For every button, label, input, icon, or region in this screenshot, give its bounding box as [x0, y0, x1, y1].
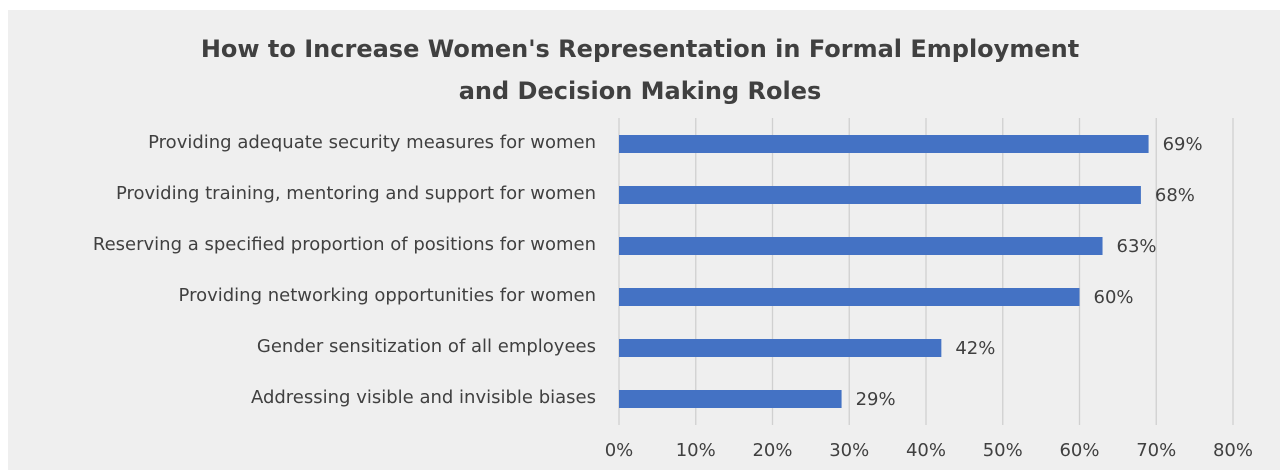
y-tick-label: Providing adequate security measures for…: [148, 132, 596, 153]
x-tick-label: 40%: [906, 440, 946, 461]
y-tick-label: Reserving a specified proportion of posi…: [93, 234, 596, 255]
x-tick-label: 30%: [829, 440, 869, 461]
y-tick-label: Addressing visible and invisible biases: [251, 387, 596, 408]
data-label: 68%: [1155, 185, 1195, 206]
y-tick-label: Providing networking opportunities for w…: [179, 285, 596, 306]
x-tick-label: 50%: [983, 440, 1023, 461]
data-label: 42%: [955, 338, 995, 359]
y-tick-label: Providing training, mentoring and suppor…: [116, 183, 596, 204]
x-tick-label: 60%: [1059, 440, 1099, 461]
x-tick-label: 0%: [605, 440, 634, 461]
x-tick-label: 10%: [676, 440, 716, 461]
bar: [619, 135, 1149, 153]
bar: [619, 288, 1080, 306]
data-label: 29%: [856, 389, 896, 410]
x-tick-label: 80%: [1213, 440, 1253, 461]
bar: [619, 390, 842, 408]
data-label: 63%: [1117, 236, 1157, 257]
x-tick-label: 20%: [752, 440, 792, 461]
bar: [619, 339, 942, 357]
chart-title: How to Increase Women's Representation i…: [201, 35, 1079, 63]
chart-title: and Decision Making Roles: [459, 77, 822, 105]
x-tick-label: 70%: [1136, 440, 1176, 461]
data-label: 69%: [1163, 134, 1203, 155]
bar: [619, 237, 1103, 255]
bar: [619, 186, 1141, 204]
y-tick-label: Gender sensitization of all employees: [257, 336, 596, 357]
data-label: 60%: [1094, 287, 1134, 308]
